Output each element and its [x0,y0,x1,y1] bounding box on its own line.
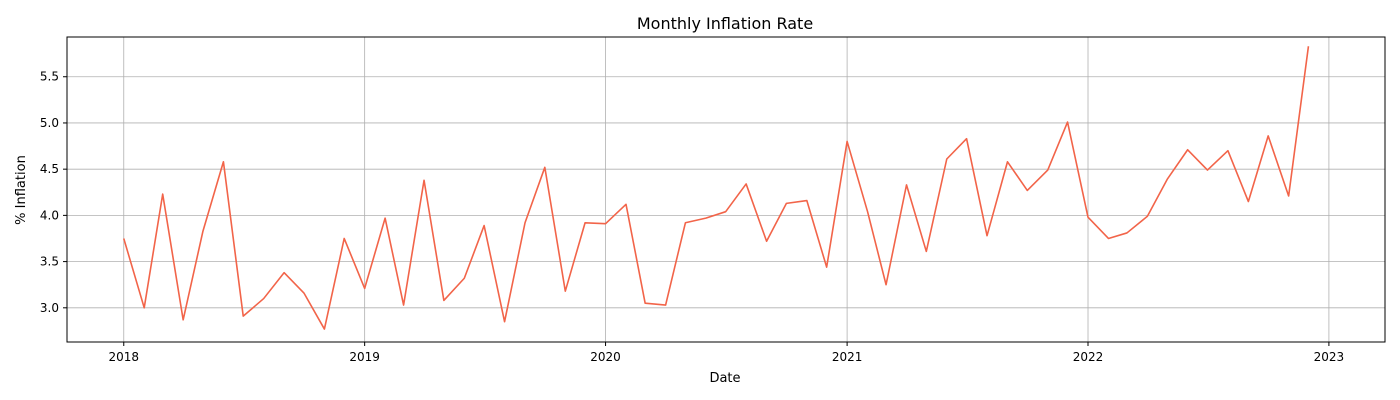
grid [67,37,1385,342]
axes: 2018 2019 2020 2021 2022 2023 3.0 3.5 4.0 4.5 5.0 5… [40,70,1344,364]
y-tick-label: 4.0 [40,208,59,222]
y-tick-label: 4.5 [40,162,59,176]
x-axis-label: Date [709,371,740,386]
chart-title: Monthly Inflation Rate [637,14,813,33]
y-tick-label: 3.0 [40,301,59,315]
plot-frame [66,36,1386,343]
x-tick-label: 2023 [1314,350,1345,364]
y-axis-label: % Inflation [14,155,29,225]
y-tick-label: 3.5 [40,255,59,269]
x-tick-label: 2020 [590,350,621,364]
x-tick-label: 2021 [832,350,863,364]
y-tick-label: 5.5 [40,70,59,84]
x-tick-label: 2019 [349,350,380,364]
y-tick-label: 5.0 [40,116,59,130]
x-tick-label: 2022 [1073,350,1104,364]
x-tick-label: 2018 [108,350,139,364]
series-layer [122,46,1310,330]
inflation-series-line [122,46,1310,330]
